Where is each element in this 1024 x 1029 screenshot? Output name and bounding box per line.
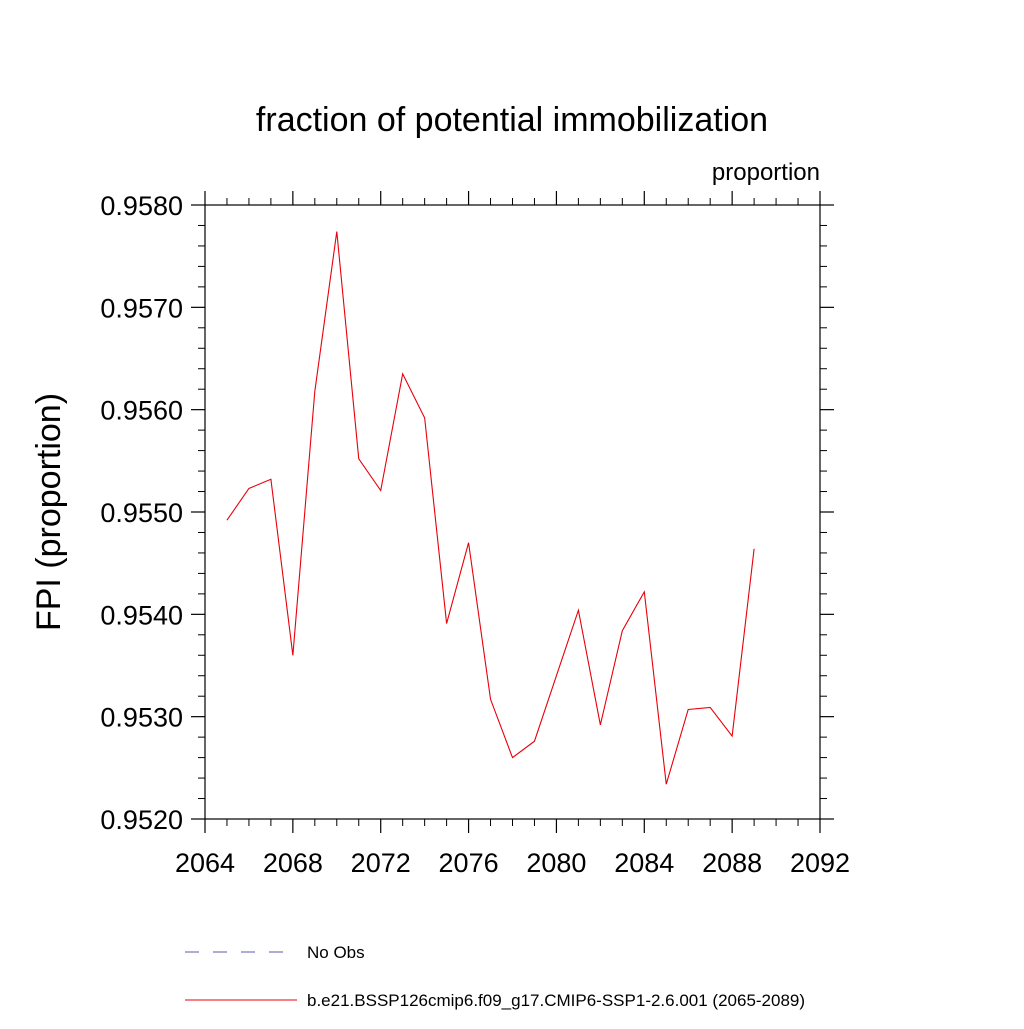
y-tick-label: 0.9580 [100,191,183,221]
y-axis-label: FPI (proportion) [30,393,68,631]
x-tick-label: 2068 [263,848,323,878]
plot-frame [204,204,821,820]
chart-title: fraction of potential immobilization [256,101,768,139]
y-tick-label: 0.9520 [100,805,183,835]
x-tick-label: 2064 [175,848,235,878]
x-tick-label: 2072 [351,848,411,878]
units-label: proportion [712,159,820,186]
y-tick-label: 0.9530 [100,703,183,733]
x-axis: 2064 2068 2072 2076 2080 2084 2088 2092 [175,191,850,878]
x-tick-label: 2076 [439,848,499,878]
y-tick-label: 0.9550 [100,498,183,528]
y-tick-label: 0.9570 [100,293,183,323]
x-tick-label: 2092 [790,848,850,878]
series-line [226,231,755,785]
y-tick-label: 0.9560 [100,396,183,426]
y-axis: 0.9520 0.9530 0.9540 0.9550 0.9560 0.9570 0.95… [100,191,834,835]
y-tick-label: 0.9540 [100,600,183,630]
x-tick-label: 2088 [702,848,762,878]
series-layer [226,231,755,785]
x-tick-label: 2080 [526,848,586,878]
legend-label-ssp126: b.e21.BSSP126cmip6.f09_g17.CMIP6-SSP1-2.… [307,991,805,1010]
x-tick-label: 2084 [614,848,674,878]
legend-label-no-obs: No Obs [307,943,365,962]
legend: No Obs b.e21.BSSP126cmip6.f09_g17.CMIP6-… [185,943,805,1010]
